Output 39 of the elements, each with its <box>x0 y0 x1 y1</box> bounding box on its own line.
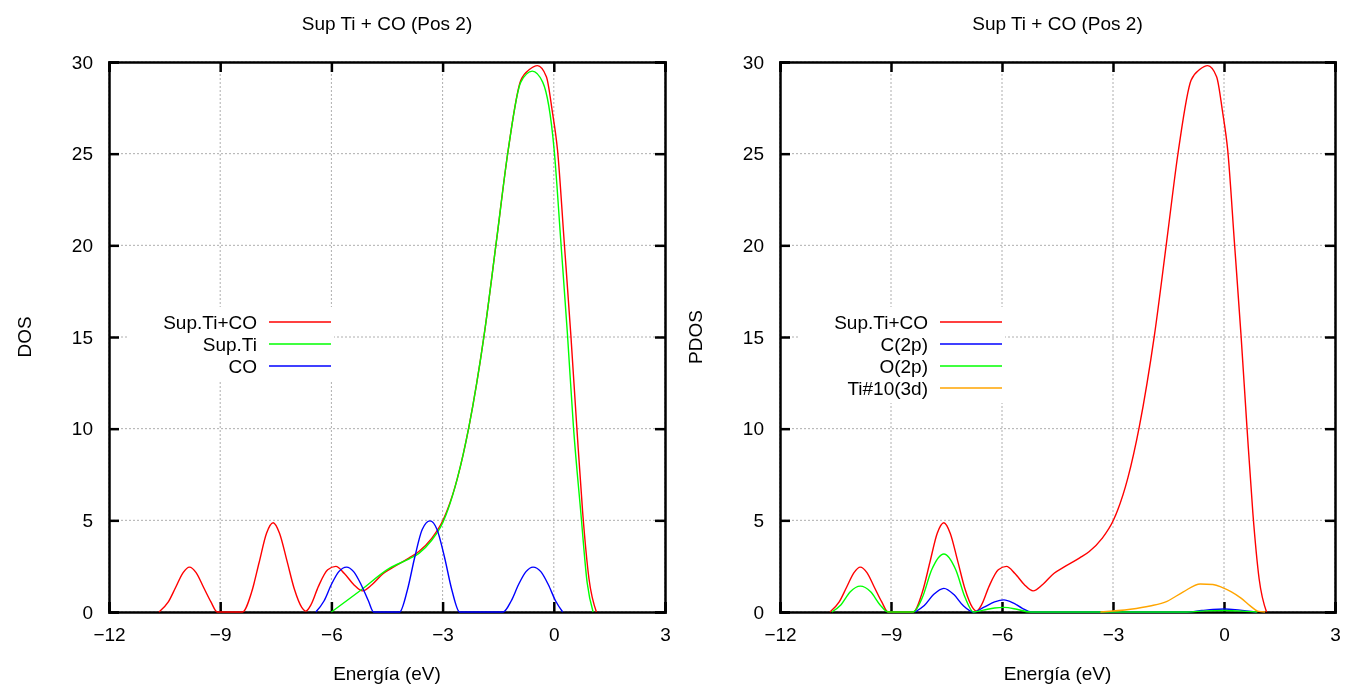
x-axis-title: Energía (eV) <box>333 663 441 684</box>
x-tick-label: −6 <box>321 624 343 646</box>
x-tick-label: −12 <box>764 624 797 646</box>
x-tick-label: 3 <box>1330 624 1341 646</box>
y-tick-label: 10 <box>71 418 93 440</box>
legend-label: O(2p) <box>879 356 928 377</box>
legend-label: C(2p) <box>880 334 928 355</box>
x-tick-label: 0 <box>549 624 560 646</box>
legend-label: Sup.Ti <box>202 334 257 355</box>
y-tick-label: 30 <box>71 51 93 73</box>
x-axis-title: Energía (eV) <box>1003 663 1112 684</box>
y-tick-label: 5 <box>82 509 93 531</box>
y-tick-label: 25 <box>742 143 764 165</box>
y-tick-label: 10 <box>742 418 764 440</box>
y-tick-label: 30 <box>742 51 764 73</box>
legend-label: Sup.Ti+CO <box>834 312 928 333</box>
legend-label: CO <box>228 356 257 377</box>
chart-title: Sup Ti + CO (Pos 2) <box>972 13 1143 34</box>
y-axis-title: PDOS <box>685 310 706 364</box>
x-tick-label: −12 <box>93 624 126 646</box>
chart-title: Sup Ti + CO (Pos 2) <box>301 13 473 34</box>
y-tick-label: 15 <box>742 326 764 348</box>
y-tick-label: 0 <box>82 601 93 623</box>
x-tick-label: −3 <box>432 624 454 646</box>
x-tick-label: 3 <box>660 624 671 646</box>
x-tick-label: 0 <box>1219 624 1230 646</box>
y-tick-label: 0 <box>753 601 764 623</box>
x-tick-label: −3 <box>1102 624 1125 646</box>
y-tick-label: 15 <box>71 326 93 348</box>
y-tick-label: 25 <box>71 143 93 165</box>
y-tick-label: 5 <box>753 509 764 531</box>
legend-label: Ti#10(3d) <box>847 378 928 399</box>
y-tick-label: 20 <box>71 234 93 256</box>
x-tick-label: −9 <box>209 624 232 646</box>
x-tick-label: −9 <box>880 624 903 646</box>
y-tick-label: 20 <box>742 234 764 256</box>
x-tick-label: −6 <box>991 624 1014 646</box>
legend-label: Sup.Ti+CO <box>163 312 257 333</box>
y-axis-title: DOS <box>14 316 35 358</box>
